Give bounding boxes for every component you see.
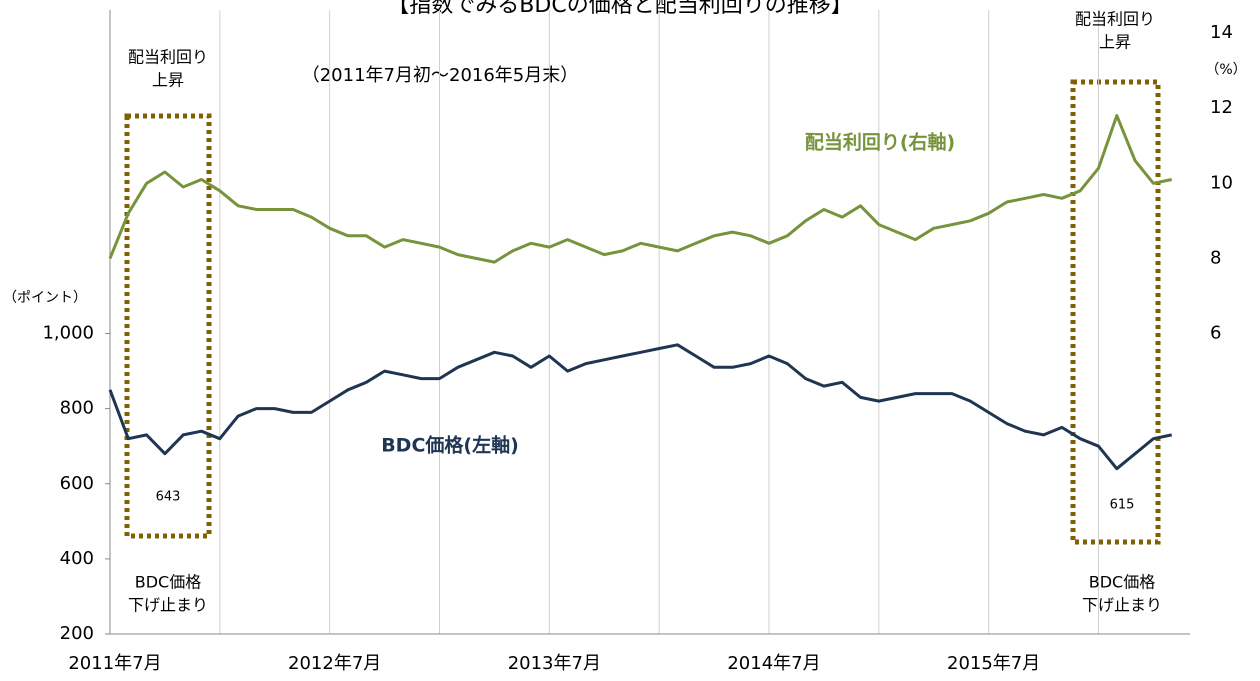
highlight-box [124,113,212,539]
annotation: BDC価格 [135,573,201,592]
annotation: 配当利回り [1075,10,1155,29]
y2-tick-label: 10 [1210,172,1233,193]
y2-tick-label: 12 [1210,97,1233,118]
x-tick-label: 2014年7月 [727,653,820,674]
annotation: 615 [1110,498,1135,513]
y2-tick-label: 6 [1210,323,1221,344]
highlight-box [1070,79,1161,545]
x-tick-label: 2015年7月 [947,653,1040,674]
annotation: 643 [156,490,181,505]
annotation: 下げ止まり [128,596,208,615]
x-tick-label: 2011年7月 [68,653,161,674]
annotation: 下げ止まり [1082,596,1162,615]
chart-title: 【指数でみるBDCの価格と配当利回りの推移】 [387,0,852,18]
series-line [108,343,1173,471]
series-line [108,114,1173,264]
annotation: 配当利回り [128,48,208,67]
x-tick-label: 2013年7月 [508,653,601,674]
y-tick-label: 600 [60,473,94,494]
annotation: BDC価格 [1089,573,1155,592]
y-tick-label: 1,000 [42,323,94,344]
y2-tick-label: 8 [1210,247,1221,268]
y-tick-label: 200 [60,623,94,644]
series-label: 配当利回り(右軸) [805,131,955,154]
y2-axis-label: （%） [1205,62,1246,78]
series-label: BDC価格(左軸) [381,434,519,457]
annotation: 上昇 [152,71,184,90]
annotation: 上昇 [1099,33,1131,52]
x-tick-label: 2012年7月 [288,653,381,674]
y-axis-label: （ポイント） [3,290,87,306]
y-tick-label: 400 [60,548,94,569]
y2-tick-label: 14 [1210,22,1233,43]
subtitle: （2011年7月初～2016年5月末） [302,65,579,86]
y-tick-label: 800 [60,398,94,419]
